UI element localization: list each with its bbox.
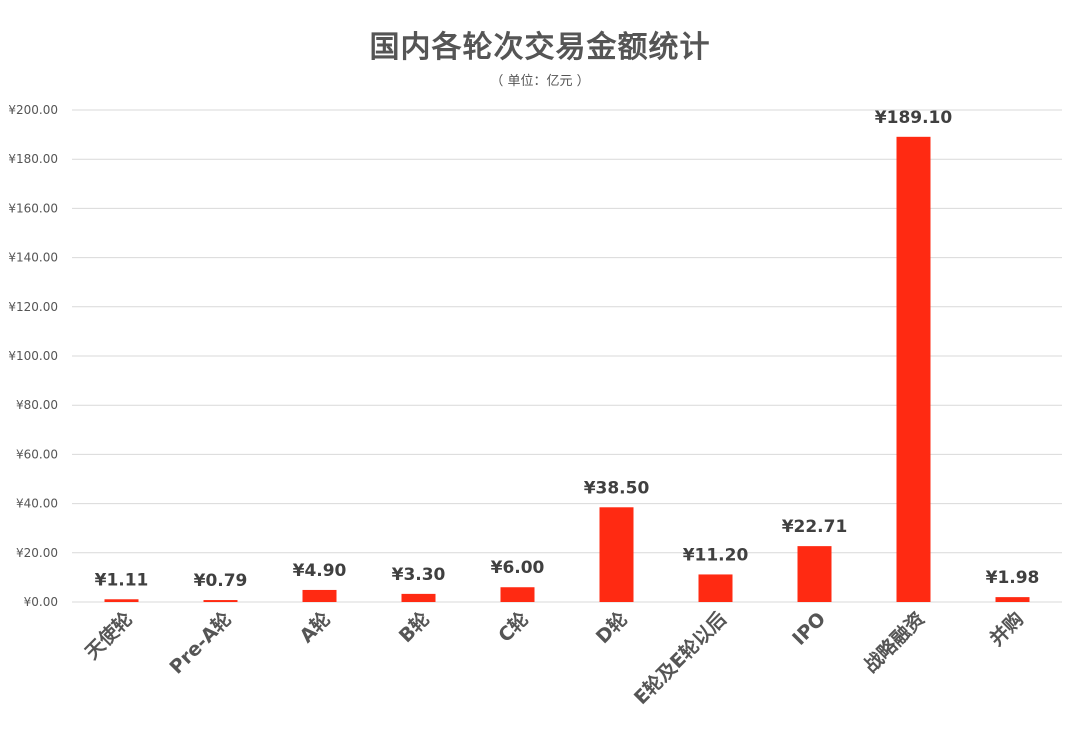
bar <box>104 599 139 602</box>
bar <box>302 589 337 602</box>
bar <box>995 597 1030 602</box>
x-tick-label: 并购 <box>985 607 1028 650</box>
bar <box>896 136 931 602</box>
x-tick-label: B轮 <box>394 607 434 647</box>
bar <box>203 600 238 602</box>
y-tick-label: ¥100.00 <box>8 349 58 363</box>
data-label: ¥0.79 <box>194 571 248 591</box>
chart-subtitle: （ 单位：亿元 ） <box>490 74 590 89</box>
bar <box>797 546 832 602</box>
data-label: ¥4.90 <box>293 561 347 581</box>
data-label: ¥1.11 <box>95 570 149 590</box>
bar <box>698 574 733 602</box>
y-tick-label: ¥60.00 <box>16 447 58 461</box>
x-tick-label: D轮 <box>591 607 632 648</box>
x-tick-label: C轮 <box>493 607 533 647</box>
bars <box>104 136 1030 602</box>
data-label: ¥6.00 <box>491 558 545 578</box>
y-tick-label: ¥0.00 <box>24 595 58 609</box>
data-label: ¥1.98 <box>986 568 1040 588</box>
y-tick-label: ¥140.00 <box>8 251 58 265</box>
data-label: ¥3.30 <box>392 565 446 585</box>
y-tick-label: ¥160.00 <box>8 201 58 215</box>
x-tick-label: A轮 <box>295 607 335 647</box>
data-label: ¥38.50 <box>584 478 650 498</box>
data-label: ¥11.20 <box>683 545 749 565</box>
bar <box>401 593 436 602</box>
y-tick-label: ¥120.00 <box>8 300 58 314</box>
y-tick-label: ¥40.00 <box>16 497 58 511</box>
bar <box>599 507 634 602</box>
y-tick-label: ¥20.00 <box>16 546 58 560</box>
data-label: ¥22.71 <box>782 517 848 537</box>
data-labels: ¥1.11 ¥0.79 ¥4.90 ¥3.30 ¥6.00 ¥38.50 ¥11.20 ¥22… <box>95 108 1040 591</box>
y-axis-ticks: ¥0.00 ¥20.00 ¥40.00 ¥60.00 ¥80.00 ¥100.00 ¥120… <box>8 103 58 609</box>
x-tick-label: E轮及E轮以后 <box>629 607 731 709</box>
x-tick-label: 战略融资 <box>859 607 929 677</box>
chart-title: 国内各轮次交易金额统计 <box>369 30 711 65</box>
y-tick-label: ¥180.00 <box>8 152 58 166</box>
x-tick-label: IPO <box>788 608 830 650</box>
bar <box>500 587 535 602</box>
x-tick-label: 天使轮 <box>80 607 137 664</box>
y-tick-label: ¥200.00 <box>8 103 58 117</box>
data-label: ¥189.10 <box>875 108 953 128</box>
x-tick-label: Pre-A轮 <box>165 607 236 678</box>
y-tick-label: ¥80.00 <box>16 398 58 412</box>
